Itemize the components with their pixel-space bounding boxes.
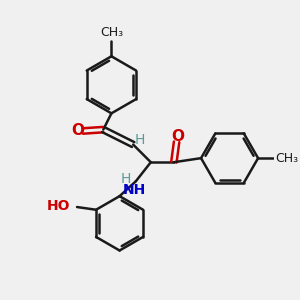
Text: H: H bbox=[135, 133, 145, 147]
Text: CH₃: CH₃ bbox=[275, 152, 298, 165]
Text: NH: NH bbox=[123, 183, 146, 196]
Text: O: O bbox=[71, 124, 85, 139]
Text: CH₃: CH₃ bbox=[100, 26, 123, 39]
Text: HO: HO bbox=[47, 199, 70, 213]
Text: O: O bbox=[172, 130, 184, 145]
Text: H: H bbox=[120, 172, 131, 186]
